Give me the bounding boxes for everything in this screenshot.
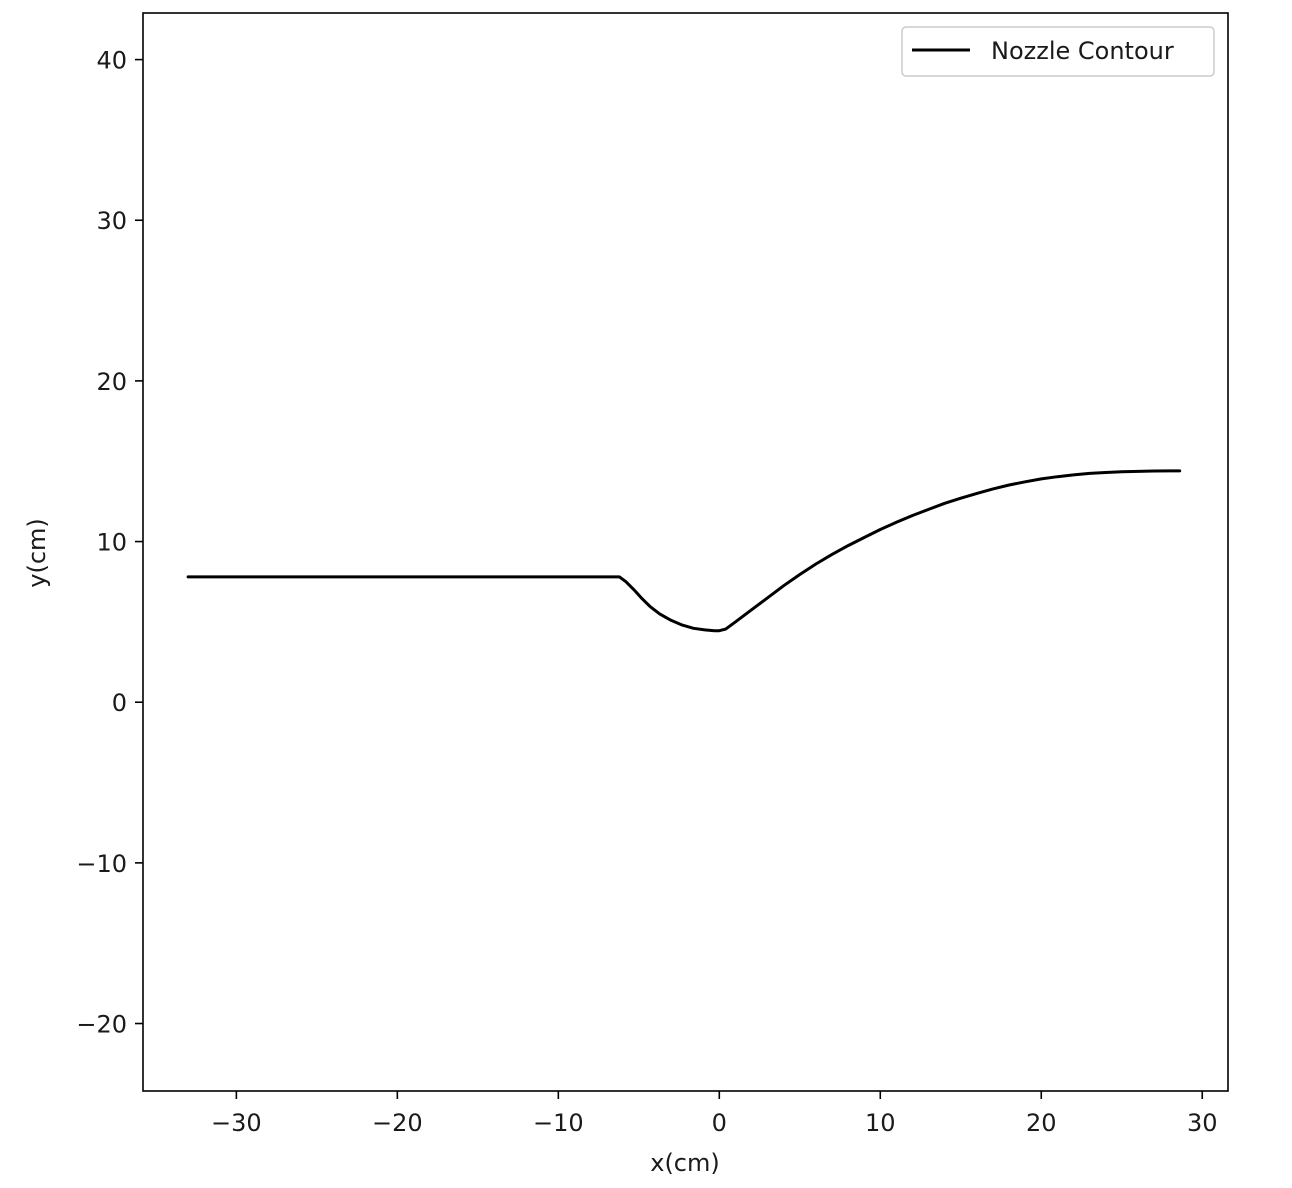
x-tick-label: 30 [1187, 1109, 1218, 1137]
y-tick-label: 20 [96, 368, 127, 396]
x-tick-label: −10 [533, 1109, 584, 1137]
y-tick-label: 0 [112, 689, 127, 717]
series-layer [186, 469, 1182, 633]
legend-box [901, 26, 1215, 77]
y-axis-ticks: −20 −10 0 10 20 30 40 [76, 47, 143, 1039]
y-tick-label: 10 [96, 529, 127, 557]
x-tick-label: −20 [372, 1109, 423, 1137]
y-tick-label: 30 [96, 207, 127, 235]
x-tick-label: −30 [211, 1109, 262, 1137]
y-axis-label: y(cm) [23, 518, 51, 588]
legend: Nozzle Contour [901, 26, 1215, 77]
x-tick-label: 20 [1026, 1109, 1057, 1137]
y-tick-label: 40 [96, 47, 127, 75]
x-tick-label: 10 [865, 1109, 896, 1137]
series-line-nozzle-contour [186, 469, 1182, 633]
x-tick-label: 0 [712, 1109, 727, 1137]
x-axis-ticks: −30 −20 −10 0 10 20 30 [211, 1091, 1218, 1137]
y-tick-label: −10 [76, 850, 127, 878]
legend-label-nozzle-contour: Nozzle Contour [991, 37, 1174, 65]
plot-area [142, 12, 1229, 1092]
x-axis-label: x(cm) [650, 1149, 720, 1177]
y-tick-label: −20 [76, 1011, 127, 1039]
